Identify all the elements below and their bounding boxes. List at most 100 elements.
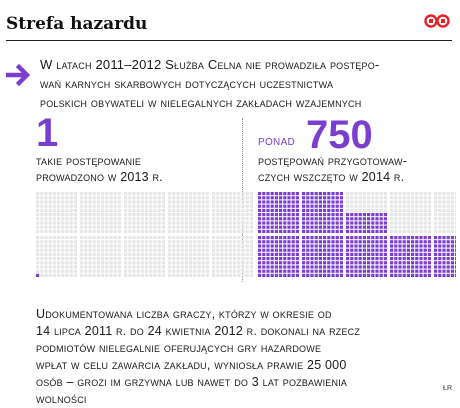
dot-filled <box>302 240 306 244</box>
dot-empty <box>101 269 105 273</box>
dot-filled <box>383 244 387 248</box>
dot-filled <box>258 240 262 244</box>
dot-empty <box>415 208 419 212</box>
dot-empty <box>189 217 193 221</box>
dot-empty <box>117 252 121 256</box>
dot-empty <box>36 252 40 256</box>
dot-empty <box>36 221 40 225</box>
dot-empty <box>128 221 132 225</box>
dot-filled <box>371 265 375 269</box>
dot-empty <box>176 265 180 269</box>
dot-empty <box>168 217 172 221</box>
dot-filled <box>314 217 318 221</box>
dot-filled <box>438 252 442 256</box>
dot-empty <box>92 257 96 261</box>
dot-filled <box>383 213 387 217</box>
dot-empty <box>128 265 132 269</box>
dot-empty <box>105 252 109 256</box>
dot-empty <box>184 252 188 256</box>
dot-empty <box>201 252 205 256</box>
dot-empty <box>220 257 224 261</box>
dot-filled <box>314 204 318 208</box>
dot-empty <box>145 252 149 256</box>
dot-filled <box>295 196 299 200</box>
dot-filled <box>323 252 327 256</box>
dot-filled <box>350 217 354 221</box>
dot-filled <box>279 192 283 196</box>
dot-empty <box>212 240 216 244</box>
dot-filled <box>270 204 274 208</box>
dot-empty <box>438 217 442 221</box>
dot-filled <box>302 269 306 273</box>
dot-filled <box>310 244 314 248</box>
dot-empty <box>168 265 172 269</box>
dot-filled <box>283 217 287 221</box>
dot-filled <box>375 244 379 248</box>
dot-empty <box>117 200 121 204</box>
dot-empty <box>124 257 128 261</box>
dot-empty <box>161 208 165 212</box>
dot-grid-left <box>36 192 253 277</box>
dot-empty <box>197 196 201 200</box>
dot-empty <box>65 217 69 221</box>
dot-empty <box>109 204 113 208</box>
dot-empty <box>117 217 121 221</box>
dot-filled <box>367 225 371 229</box>
dot-empty <box>354 200 358 204</box>
dot-empty <box>367 204 371 208</box>
dot-filled <box>314 265 318 269</box>
dot-empty <box>434 221 438 225</box>
dot-empty <box>57 196 61 200</box>
dot-empty <box>157 208 161 212</box>
dot-empty <box>44 252 48 256</box>
dot-filled <box>362 273 366 277</box>
dot-empty <box>124 269 128 273</box>
dot-empty <box>161 244 165 248</box>
dot-empty <box>113 236 117 240</box>
dot-filled <box>323 248 327 252</box>
dot-filled <box>446 252 450 256</box>
dot-empty <box>168 208 172 212</box>
dot-empty <box>65 200 69 204</box>
dot-filled <box>367 213 371 217</box>
dot-filled <box>350 265 354 269</box>
dot-empty <box>350 192 354 196</box>
dot-filled <box>331 225 335 229</box>
dot-empty <box>36 265 40 269</box>
dot-filled <box>398 257 402 261</box>
dot-filled <box>258 244 262 248</box>
dot-empty <box>101 248 105 252</box>
dot-filled <box>335 248 339 252</box>
dot-empty <box>124 261 128 265</box>
dot-empty <box>184 217 188 221</box>
dot-empty <box>109 252 113 256</box>
dot-empty <box>406 217 410 221</box>
dot-empty <box>157 196 161 200</box>
dot-empty <box>52 236 56 240</box>
dot-empty <box>153 196 157 200</box>
dot-empty <box>140 252 144 256</box>
dot-filled <box>291 252 295 256</box>
dot-empty <box>406 229 410 233</box>
dot-empty <box>216 213 220 217</box>
dot-empty <box>136 257 140 261</box>
dot-empty <box>228 229 232 233</box>
dot-empty <box>124 265 128 269</box>
dot-empty <box>109 200 113 204</box>
dot-empty <box>84 221 88 225</box>
dot-empty <box>52 257 56 261</box>
dot-empty <box>212 248 216 252</box>
dot-empty <box>168 269 172 273</box>
dot-filled <box>411 273 415 277</box>
dot-empty <box>117 204 121 208</box>
dot-empty <box>406 213 410 217</box>
dot-empty <box>61 196 65 200</box>
dot-filled <box>419 236 423 240</box>
dot-filled <box>375 257 379 261</box>
dot-filled <box>335 236 339 240</box>
dot-empty <box>245 221 249 225</box>
dot-empty <box>201 225 205 229</box>
dot-filled <box>434 236 438 240</box>
dot-empty <box>383 208 387 212</box>
dot-filled <box>379 252 383 256</box>
